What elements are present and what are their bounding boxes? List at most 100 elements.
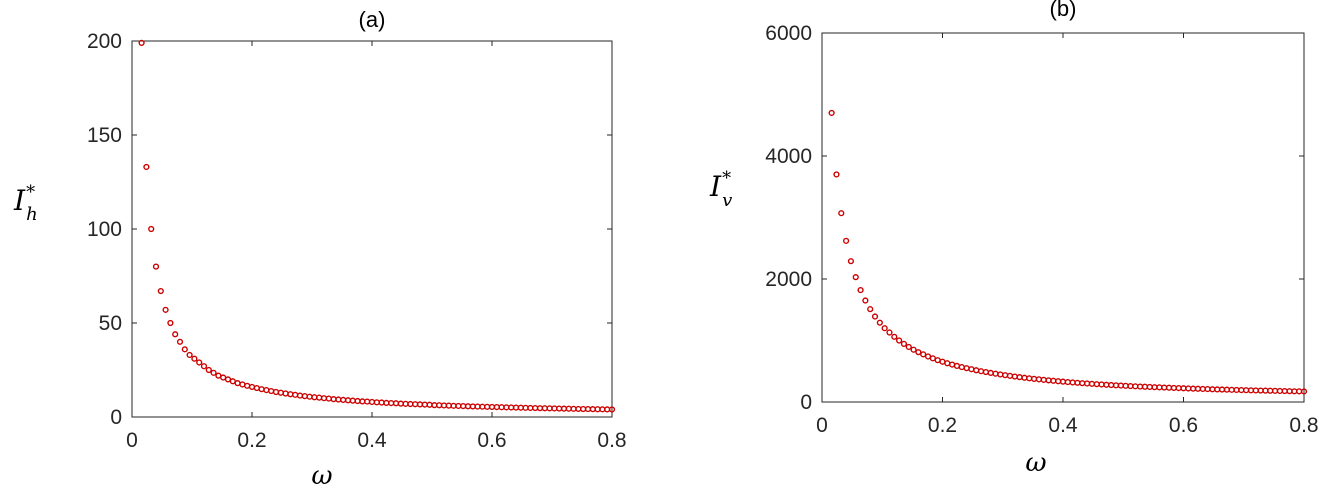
chart-a-data-point [474, 403, 481, 410]
chart-a-y-label-base: I [13, 184, 26, 217]
chart-a-y-label-sub: h [26, 204, 38, 225]
chart-a-x-tick-label: 0.8 [597, 429, 626, 452]
chart-a-data-point [167, 319, 174, 327]
chart-b-data-point [1194, 385, 1202, 392]
chart-b-data-point [1083, 380, 1091, 387]
chart-b-data-point [1204, 385, 1211, 393]
chart-b-data-point [1045, 377, 1052, 384]
chart-b-data-point [1030, 375, 1038, 382]
chart-a-data-point [287, 391, 294, 398]
chart-b-data-point [1214, 386, 1221, 393]
chart-a-data-point [498, 404, 505, 411]
chart-a-y-tick-label: 200 [87, 30, 122, 53]
chart-b-data-point [1291, 388, 1298, 395]
chart-a-points [138, 39, 616, 413]
chart-a-title: (a) [359, 7, 386, 32]
chart-b-data-point [1108, 381, 1115, 389]
chart-b-data-point [1132, 383, 1139, 390]
chart-b-data-point [963, 365, 970, 372]
chart-a-data-point [608, 406, 616, 413]
chart-a-data-point [316, 394, 323, 401]
chart-b-data-point [1281, 387, 1288, 395]
chart-a-data-point [503, 404, 510, 411]
chart-b-data-point [1040, 376, 1047, 383]
chart-a-x-tick-label: 0.6 [477, 429, 506, 452]
chart-b-data-point [1055, 378, 1062, 385]
chart-b-data-point [1098, 381, 1105, 388]
chart-a-data-point [450, 402, 457, 409]
chart-a-data-point [210, 369, 217, 376]
chart-b-data-point [910, 346, 917, 353]
chart-a-data-point [584, 405, 592, 413]
chart-a-data-point [445, 402, 452, 409]
chart-b-data-point [987, 369, 994, 377]
chart-a-data-point [488, 403, 496, 411]
chart-a-data-point [263, 387, 270, 394]
chart-a-data-point [522, 404, 529, 411]
chart-a-data-point [556, 405, 563, 412]
chart-a-data-point [541, 405, 548, 412]
chart-b-data-point [1218, 386, 1226, 393]
chart-a-x-tick-label: 0 [126, 429, 138, 452]
chart-b-frame [821, 32, 1305, 403]
chart-b-x-tick-label: 0.8 [1289, 414, 1318, 437]
chart-a-data-point [402, 400, 409, 407]
chart-a-data-point [580, 405, 587, 413]
chart-b-data-point [1141, 383, 1149, 390]
chart-a-data-point [349, 397, 356, 404]
chart-b-data-point [1093, 381, 1100, 388]
chart-b-data-point [1243, 387, 1250, 394]
chart-b-ticks: 0 0.2 0.4 0.6 0.8 0 2000 4000 6000 [765, 22, 1318, 437]
chart-a-data-point [172, 331, 179, 338]
chart-a-data-point [248, 383, 256, 391]
chart-panel-b: (b) 0 0.2 0.4 0.6 0.8 0 2000 4000 6000 ω I* v [709, 0, 1319, 478]
chart-a-x-axis-label: ω [311, 461, 332, 491]
chart-a-data-point [431, 402, 438, 409]
chart-a-data-point [325, 395, 332, 402]
chart-a-data-point [512, 404, 520, 411]
chart-b-data-point [1035, 376, 1043, 383]
chart-a-data-point [234, 380, 241, 387]
chart-b-data-point [958, 363, 965, 371]
chart-a-data-point [344, 397, 352, 404]
chart-a-data-point [268, 387, 275, 395]
chart-b-data-point [1228, 386, 1235, 393]
chart-a-data-point [282, 390, 289, 397]
chart-a-data-point [421, 401, 428, 408]
chart-a-data-point [599, 406, 606, 413]
chart-a-data-point [253, 384, 260, 392]
chart-b-data-point [1209, 386, 1216, 393]
chart-a-x-tick-label: 0.4 [357, 429, 387, 452]
chart-b-y-tick-label: 2000 [765, 268, 812, 291]
chart-a-data-point [311, 394, 318, 401]
chart-b-data-point [1185, 385, 1192, 392]
chart-a-data-point [330, 396, 337, 403]
chart-a-data-point [229, 378, 236, 385]
chart-b-data-point [939, 358, 946, 365]
chart-a-data-point [277, 389, 284, 396]
chart-a-data-point [416, 401, 424, 408]
chart-b-data-point [1252, 387, 1259, 394]
chart-b-y-tick-label: 4000 [765, 145, 812, 168]
chart-a-data-point [392, 400, 400, 407]
chart-b-data-point [1267, 387, 1274, 394]
chart-b-data-point [934, 357, 941, 364]
chart-b-data-point [977, 368, 985, 375]
chart-b-data-point [867, 306, 874, 313]
chart-b-x-axis-label: ω [1025, 448, 1046, 478]
chart-a-data-point [200, 363, 208, 370]
chart-b-data-point [1180, 385, 1187, 392]
chart-b-x-tick-label: 0.6 [1169, 414, 1198, 437]
chart-b-data-point [1257, 387, 1264, 394]
chart-a-data-point [368, 398, 376, 406]
chart-a-data-point [508, 404, 515, 411]
chart-b-data-point [949, 361, 956, 368]
chart-b-x-tick-label: 0 [816, 414, 828, 437]
chart-panel-a: (a) 0 0.2 0.4 0.6 0.8 0 50 100 150 200 ω I* h [13, 7, 627, 491]
chart-b-data-point [838, 210, 845, 217]
chart-b-y-tick-label: 6000 [765, 22, 812, 45]
chart-b-data-point [992, 370, 999, 377]
chart-b-data-point [968, 366, 975, 373]
chart-b-data-point [920, 351, 927, 358]
chart-b-data-point [1271, 387, 1279, 394]
